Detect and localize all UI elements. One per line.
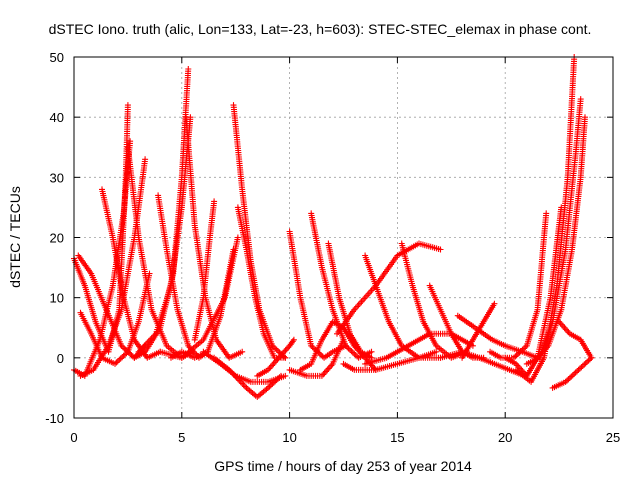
marker-path <box>459 300 498 361</box>
marker-path <box>523 96 584 367</box>
series-arc-19 <box>254 336 297 379</box>
marker-path <box>362 330 476 367</box>
x-tick-label: 5 <box>178 430 185 445</box>
x-tick-label: 10 <box>282 430 296 445</box>
marker-path <box>362 252 440 361</box>
axis-ticks <box>73 56 614 419</box>
marker-path <box>157 234 241 361</box>
y-tick-label: -10 <box>45 411 64 426</box>
series-arc-27 <box>398 240 470 361</box>
x-tick-labels: 0 5 10 15 20 25 <box>70 430 620 445</box>
data-points <box>71 54 595 400</box>
x-axis-label: GPS time / hours of day 253 of year 2014 <box>214 458 472 474</box>
y-tick-label: 30 <box>50 170 64 185</box>
marker-path <box>77 270 153 367</box>
marker-path <box>549 354 595 391</box>
x-tick-label: 15 <box>390 430 404 445</box>
series-arc-37 <box>534 114 588 361</box>
marker-path <box>286 228 349 361</box>
series-arc-26 <box>362 252 440 361</box>
series-arc-20 <box>286 228 349 361</box>
series-arc-14 <box>230 102 289 361</box>
series-arc-38 <box>459 300 498 361</box>
series-arc-30 <box>362 330 476 367</box>
marker-path <box>191 198 218 343</box>
y-tick-labels: -10 0 10 20 30 40 50 <box>45 50 64 426</box>
x-tick-label: 20 <box>498 430 512 445</box>
x-tick-label: 25 <box>606 430 620 445</box>
marker-path <box>286 336 347 379</box>
series-arc-34 <box>502 204 565 379</box>
marker-path <box>254 336 297 379</box>
marker-path <box>534 114 588 361</box>
marker-path <box>502 204 565 379</box>
chart-title: dSTEC Iono. truth (alic, Lon=133, Lat=-2… <box>49 21 592 37</box>
series-arc-29 <box>340 354 444 373</box>
y-tick-label: 50 <box>50 50 64 65</box>
series-arc-16 <box>157 234 241 361</box>
marker-path <box>230 102 289 361</box>
series-arc-15 <box>234 204 289 361</box>
marker-path <box>398 240 470 361</box>
marker-path <box>234 204 289 361</box>
series-arc-18 <box>200 348 289 385</box>
marker-path <box>325 240 375 361</box>
marker-path <box>200 348 289 385</box>
series-arc-22 <box>325 240 375 361</box>
marker-path <box>556 318 595 361</box>
series-arc-36 <box>523 96 584 367</box>
y-tick-label: 10 <box>50 291 64 306</box>
marker-path <box>437 348 528 379</box>
series-arc-21 <box>308 210 375 361</box>
y-tick-label: 40 <box>50 110 64 125</box>
series-arc-31 <box>437 348 528 379</box>
series-arc-12 <box>191 198 218 343</box>
series-arc-39 <box>556 318 595 361</box>
marker-path <box>340 354 444 373</box>
x-tick-label: 0 <box>70 430 77 445</box>
marker-path <box>308 210 375 361</box>
y-tick-label: 20 <box>50 231 64 246</box>
series-arc-40 <box>549 354 595 391</box>
series-arc-5 <box>77 270 153 367</box>
series-arc-23 <box>286 336 347 379</box>
y-axis-label: dSTEC / TECUs <box>7 186 23 288</box>
y-tick-label: 0 <box>57 351 64 366</box>
